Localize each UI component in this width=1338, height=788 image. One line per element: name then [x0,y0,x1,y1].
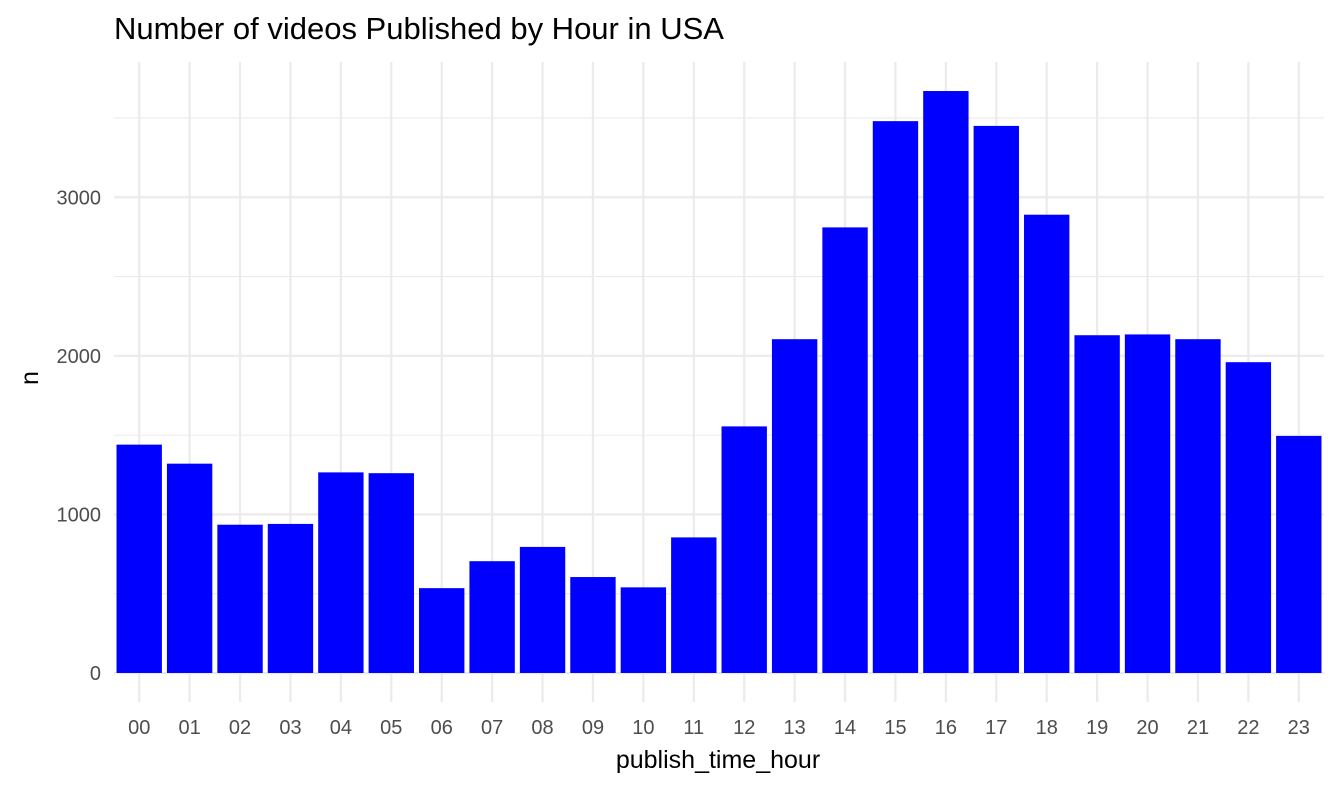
y-axis-title: n [16,371,44,385]
x-tick-label-10: 10 [632,717,654,739]
bar-01 [166,463,213,673]
x-tick-label-18: 18 [1036,717,1058,739]
chart-title: Number of videos Published by Hour in US… [114,11,724,46]
bar-21 [1175,339,1221,673]
bar-08 [519,546,566,673]
x-tick-label-04: 04 [330,717,352,739]
y-tick-label-3: 3000 [57,187,102,209]
x-tick-label-09: 09 [582,717,604,739]
x-tick-label-15: 15 [884,717,906,739]
bar-09 [570,577,616,673]
bar-04 [318,472,364,673]
bar-12 [721,426,767,673]
bar-22 [1225,362,1272,673]
y-axis-tick-labels: 0 1000 2000 3000 [57,187,102,685]
bars [116,91,1322,673]
bar-07 [469,561,515,673]
bar-18 [1024,214,1070,673]
x-tick-label-05: 05 [380,717,402,739]
x-axis-title: publish_time_hour [616,746,820,774]
x-tick-label-13: 13 [784,717,806,739]
x-tick-label-14: 14 [834,717,856,739]
bar-19 [1074,335,1120,673]
bar-20 [1124,334,1171,673]
y-tick-label-2: 2000 [57,346,102,368]
x-tick-label-17: 17 [985,717,1007,739]
x-tick-label-11: 11 [683,717,704,739]
x-tick-label-02: 02 [229,717,251,739]
bar-10 [620,587,667,673]
bar-23 [1276,435,1322,673]
x-tick-label-20: 20 [1136,717,1158,739]
bar-03 [267,523,314,673]
x-tick-label-22: 22 [1237,717,1259,739]
bar-16 [923,91,969,673]
bar-11 [671,537,717,673]
y-tick-label-1: 1000 [57,504,102,526]
bar-00 [116,444,162,673]
bar-06 [419,588,465,673]
x-tick-label-07: 07 [481,717,503,739]
bar-02 [217,524,263,673]
bar-15 [872,121,919,673]
x-tick-label-16: 16 [935,717,957,739]
x-tick-label-03: 03 [279,717,301,739]
x-tick-label-00: 00 [128,717,150,739]
bar-05 [368,473,414,673]
x-tick-label-12: 12 [733,717,755,739]
x-axis-tick-labels: 00 01 02 03 04 05 06 07 08 09 10 11 12 13 14 15 16 17 18 19… [128,717,1310,739]
x-tick-label-23: 23 [1288,717,1310,739]
x-tick-label-08: 08 [531,717,553,739]
x-tick-label-21: 21 [1187,717,1209,739]
x-tick-label-01: 01 [179,717,201,739]
x-tick-label-19: 19 [1086,717,1108,739]
bar-13 [771,339,818,673]
x-tick-label-06: 06 [431,717,453,739]
y-tick-label-0: 0 [90,663,101,685]
bar-14 [822,227,868,673]
bar-17 [973,125,1019,673]
